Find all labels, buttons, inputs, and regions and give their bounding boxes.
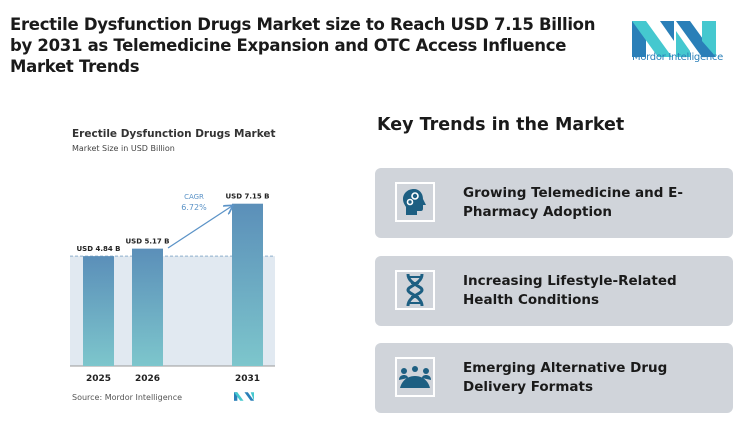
mordor-logo: [632, 21, 716, 57]
trend-card: Growing Telemedicine and E-Pharmacy Adop…: [375, 168, 733, 238]
cagr-arrow: [167, 206, 232, 249]
data-label-2031: USD 7.15 B: [225, 193, 269, 201]
trend-card: Emerging Alternative Drug Delivery Forma…: [375, 343, 733, 413]
dna-icon: [395, 270, 435, 310]
head-gears-icon: [395, 182, 435, 222]
source-logo: [234, 392, 254, 401]
bar-2031: [232, 203, 263, 366]
trend-label: Growing Telemedicine and E-Pharmacy Adop…: [463, 185, 683, 220]
bar-chart: USD 4.84 B 2025 USD 5.17 B 2026 USD 7.15 B 20…: [70, 193, 275, 384]
bar-2026: [132, 248, 163, 366]
chart-source: Source: Mordor Intelligence: [72, 393, 183, 402]
x-tick-label-2031: 2031: [235, 374, 260, 384]
data-label-2025: USD 4.84 B: [76, 245, 120, 253]
data-label-2026: USD 5.17 B: [125, 238, 169, 246]
key-trends-title: Key Trends in the Market: [377, 115, 625, 135]
logo-text: Mordor Intelligence: [632, 52, 723, 63]
trend-card: Increasing Lifestyle-Related Health Cond…: [375, 256, 733, 326]
trend-label: Emerging Alternative Drug Delivery Forma…: [463, 360, 668, 395]
cagr-label: CAGR: [184, 193, 204, 201]
trend-label: Increasing Lifestyle-Related Health Cond…: [463, 273, 677, 308]
group-icon: [395, 357, 435, 397]
page-title: Erectile Dysfunction Drugs Market size t…: [10, 15, 596, 76]
x-tick-label-2026: 2026: [135, 374, 160, 384]
cagr-value: 6.72%: [181, 203, 207, 212]
chart-title: Erectile Dysfunction Drugs Market: [72, 128, 276, 140]
chart-subtitle: Market Size in USD Billion: [72, 144, 175, 153]
bar-2025: [83, 256, 114, 366]
x-tick-label-2025: 2025: [86, 374, 111, 384]
